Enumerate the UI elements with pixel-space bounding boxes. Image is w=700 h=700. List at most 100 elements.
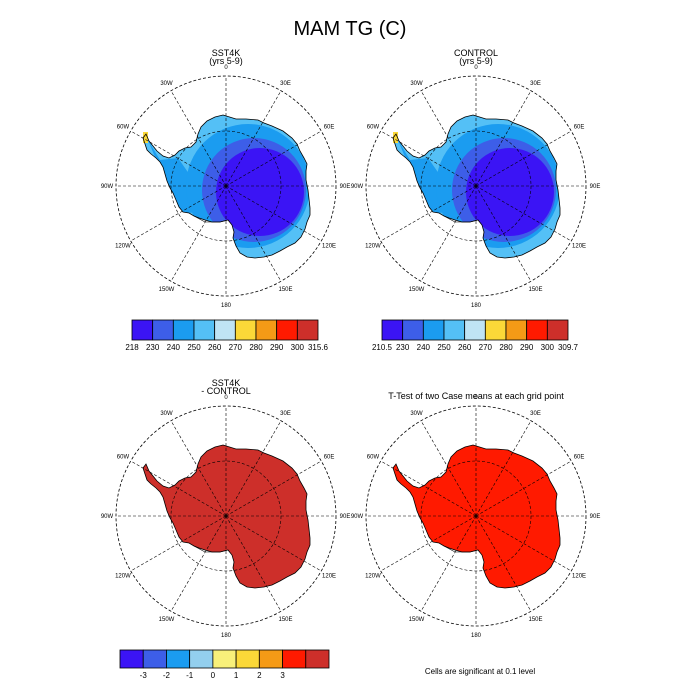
interior-zone: [466, 148, 554, 236]
colorbar-label: 270: [229, 343, 243, 352]
colorbar-label: 240: [167, 343, 181, 352]
lon-label: 90W: [101, 184, 114, 190]
meridian-line: [475, 185, 532, 282]
lon-label: 150W: [409, 617, 425, 623]
lon-label: 120W: [365, 244, 381, 250]
colorbar-label: -1: [186, 671, 194, 680]
colorbar-swatch: [484, 319, 507, 341]
colorbar-swatch: [235, 649, 260, 669]
footnote: Cells are significant at 0.1 level: [425, 667, 536, 676]
longitude-labels: 0 30E 60E 90E 120E 150E 180 150W 120W 90W 60W 30W: [351, 65, 601, 309]
colorbar-label: 218: [125, 343, 139, 352]
meridian-line: [130, 515, 227, 572]
outer-circle: [115, 75, 337, 297]
lon-label: 180: [221, 633, 232, 639]
lon-label: 30E: [530, 81, 541, 87]
colorbar-label: 260: [458, 343, 472, 352]
meridian-line: [380, 185, 477, 242]
colorbar-swatch: [546, 319, 569, 341]
lon-label: 90E: [340, 514, 351, 520]
meridian-line: [420, 515, 477, 612]
meridian-line: [420, 185, 477, 282]
lon-label: 90E: [590, 184, 601, 190]
meridian-line: [225, 420, 282, 517]
lon-label: 0: [224, 65, 228, 71]
lon-label: 150W: [409, 287, 425, 293]
lon-label: 150E: [528, 287, 542, 293]
lon-label: 60W: [117, 125, 130, 131]
longitude-labels: 0 30E 60E 90E 120E 150E 180 150W 120W 90W 60W 30W: [351, 395, 601, 639]
colorbar-label: 3: [280, 671, 285, 680]
colorbar-swatch: [282, 649, 307, 669]
meridian-line: [170, 185, 227, 282]
colorbar-label: 280: [249, 343, 263, 352]
colorbar-swatch: [172, 319, 195, 341]
colorbar-difference: -3 -2 -1 0 1 2 3: [119, 649, 330, 680]
lon-label: 180: [471, 303, 482, 309]
colorbar-swatch: [276, 319, 298, 341]
lon-label: 150W: [159, 617, 175, 623]
meridian-line: [380, 460, 477, 517]
peninsula-warm-cells: [393, 132, 398, 143]
lon-label: 30W: [160, 411, 173, 417]
colorbar-label: 315.6: [308, 343, 329, 352]
meridian-line: [225, 185, 282, 282]
colorbar-label: 250: [187, 343, 201, 352]
colorbar-label: 300: [291, 343, 305, 352]
lon-label: 60E: [574, 125, 585, 131]
meridian-line: [225, 130, 322, 187]
panel-title-line2: (yrs 5-9): [209, 56, 243, 66]
map-panel-sst4k: SST4K (yrs 5-9) 0 30E 60E 90E 120E 150E 180 150…: [101, 48, 351, 309]
colorbar-swatch: [189, 649, 214, 669]
meridian-line: [130, 185, 227, 242]
lon-label: 60W: [367, 125, 380, 131]
lon-label: 150W: [159, 287, 175, 293]
lon-label: 180: [221, 303, 232, 309]
lon-label: 90E: [590, 514, 601, 520]
graticule: [365, 405, 587, 627]
colorbar-swatch: [131, 319, 154, 341]
colorbar-swatch: [255, 319, 278, 341]
lon-label: 90W: [101, 514, 114, 520]
colorbar-swatch: [305, 649, 330, 669]
colorbar-label: 2: [257, 671, 262, 680]
meridian-line: [475, 130, 572, 187]
colorbar-swatch: [526, 319, 548, 341]
colorbar-sst4k: 218 230 240 250 260 270 280 290 300 315.6: [125, 319, 329, 352]
colorbar-label: 260: [208, 343, 222, 352]
colorbar-swatch: [234, 319, 257, 341]
lon-label: 30E: [280, 411, 291, 417]
shelf-contour: [443, 215, 479, 223]
meridian-line: [170, 420, 227, 517]
colorbar-label: -2: [163, 671, 171, 680]
outer-circle: [365, 75, 587, 297]
lon-label: 90W: [351, 184, 364, 190]
lon-label: 120E: [322, 574, 336, 580]
graticule: [365, 75, 587, 297]
panel-title-line1: T-Test of two Case means at each grid po…: [388, 391, 564, 401]
meridian-line: [475, 460, 572, 517]
colorbar-label: 230: [146, 343, 160, 352]
colorbar-label: 300: [541, 343, 555, 352]
peninsula-warm-cells: [143, 132, 148, 143]
panel-title-line2: - CONTROL: [201, 386, 251, 396]
land-interior-fills: [148, 124, 310, 248]
colorbar-swatch: [505, 319, 528, 341]
colorbar-swatch: [152, 319, 174, 341]
lon-label: 30W: [410, 81, 423, 87]
lon-label: 120W: [115, 244, 131, 250]
longitude-labels: 0 30E 60E 90E 120E 150E 180 150W 120W 90W 60W 30W: [101, 395, 351, 639]
lon-label: 120E: [322, 244, 336, 250]
colorbar-label: -3: [140, 671, 148, 680]
antarctica-fill: [142, 444, 311, 589]
lon-label: 120E: [572, 574, 586, 580]
colorbar-swatch: [214, 319, 236, 341]
meridian-line: [380, 515, 477, 572]
shelf-contour: [443, 545, 479, 553]
lon-label: 120W: [365, 574, 381, 580]
colorbar-label: 210.5: [372, 343, 393, 352]
panel-title-line1: CONTROL: [454, 48, 498, 58]
outer-circle: [115, 405, 337, 627]
panel-title-line1: SST4K: [212, 48, 241, 58]
